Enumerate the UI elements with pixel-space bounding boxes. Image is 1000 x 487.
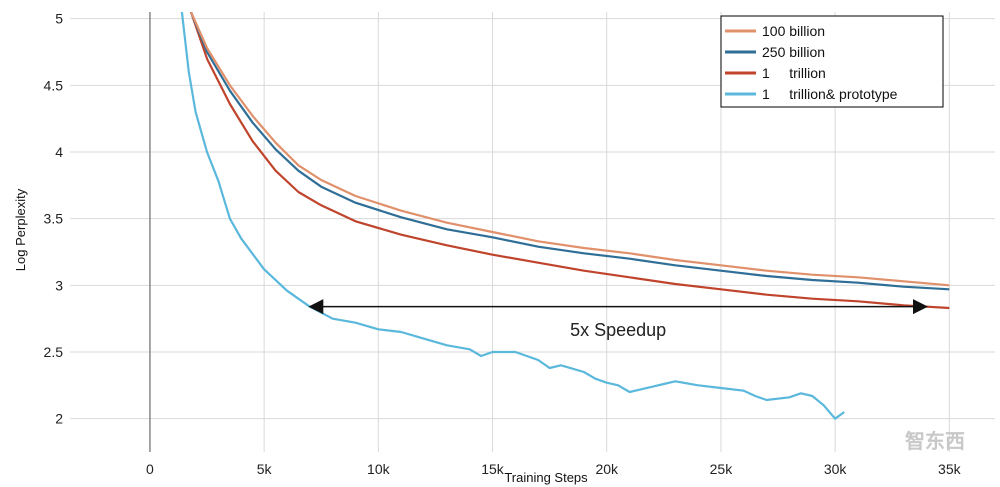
x-tick-label: 0: [146, 461, 154, 477]
y-tick-label: 4: [55, 144, 63, 160]
series-line-2: [189, 12, 950, 310]
series-lines: [180, 12, 950, 420]
series-line-3: [180, 12, 845, 420]
y-tick-label: 3: [55, 277, 63, 293]
legend-label-1-trillion-prototype: 1 trillion& prototype: [762, 86, 898, 102]
x-tick-label: 20k: [595, 461, 619, 477]
legend-label-100-billion: 100 billion: [762, 23, 825, 39]
y-tick-label: 2: [55, 411, 63, 427]
watermark-logo: 智东西: [905, 429, 965, 453]
y-tick-label: 2.5: [44, 344, 64, 360]
series-line-0: [189, 12, 950, 287]
legend: 100 billion 250 billion 1 trillion 1 tri…: [720, 15, 944, 108]
x-tick-label: 35k: [938, 461, 962, 477]
legend-box: [720, 15, 944, 108]
legend-label-250-billion: 250 billion: [762, 44, 825, 60]
x-tick-label: 30k: [824, 461, 848, 477]
speedup-label: 5x Speedup: [570, 320, 666, 340]
x-axis-title: Training Steps: [504, 470, 588, 485]
y-tick-label: 3.5: [44, 211, 64, 227]
y-axis-title: Log Perplexity: [13, 188, 28, 271]
annotations: 5x Speedup: [308, 299, 928, 340]
axes: 0 5k 10k 15k 20k 25k 30k 35k 2 2.5 3 3.5 4 4.5 5: [44, 11, 962, 477]
x-tick-label: 15k: [481, 461, 505, 477]
series-line-1: [189, 12, 950, 291]
y-tick-label: 5: [55, 11, 63, 27]
x-tick-label: 10k: [367, 461, 391, 477]
legend-label-1-trillion: 1 trillion: [762, 65, 826, 81]
y-tick-label: 4.5: [44, 77, 64, 93]
x-tick-label: 25k: [710, 461, 734, 477]
x-tick-label: 5k: [257, 461, 273, 477]
